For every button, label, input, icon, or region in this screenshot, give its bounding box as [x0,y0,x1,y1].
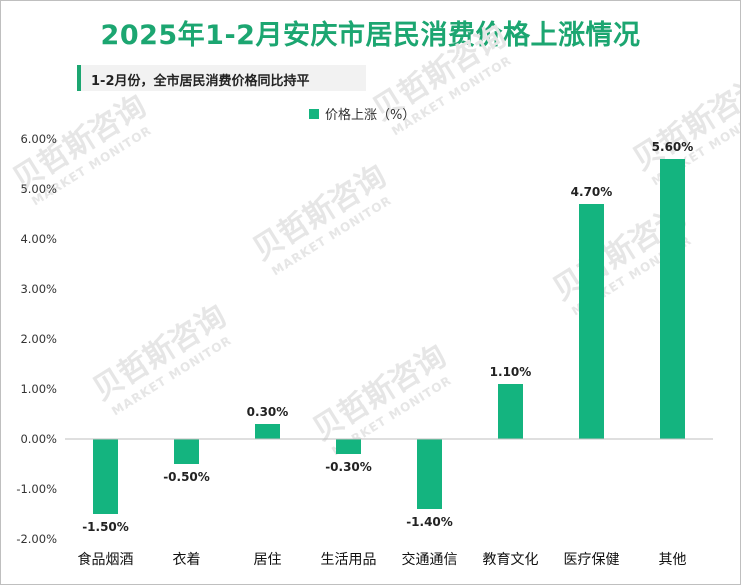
y-tick-label: 0.00% [20,432,57,446]
y-tick-label: -1.00% [16,482,57,496]
bar [255,424,280,439]
bars: -1.50% -0.50% 0.30% -0.30% -1.40% 1.10% 4.70% 5… [82,140,693,534]
bar [417,439,442,509]
bar [336,439,361,454]
x-tick-label: 居住 [254,552,282,568]
y-tick-label: 5.00% [20,182,57,196]
bar [498,384,523,439]
x-tick-label: 教育文化 [483,552,539,568]
bar [660,159,685,439]
legend: 价格上涨（%） [309,107,415,123]
x-tick-label: 医疗保健 [564,552,620,568]
chart-title: 2025年1-2月安庆市居民消费价格上涨情况 [100,20,641,51]
bar [174,439,199,464]
x-axis: 食品烟酒 衣着 居住 生活用品 交通通信 教育文化 医疗保健 其他 [65,438,713,568]
subtitle-box: 1-2月份，全市居民消费价格同比持平 [77,65,366,91]
x-tick-label: 食品烟酒 [78,551,134,568]
y-axis: 6.00% 5.00% 4.00% 3.00% 2.00% 1.00% 0.00% -1.00… [16,132,57,546]
y-tick-label: 3.00% [20,282,57,296]
data-label: 4.70% [571,185,613,199]
data-label: -1.40% [406,515,453,529]
chart-subtitle: 1-2月份，全市居民消费价格同比持平 [91,74,310,89]
data-label: 1.10% [490,365,532,379]
x-tick-label: 衣着 [173,552,201,568]
data-label: 0.30% [247,405,289,419]
y-tick-label: 1.00% [20,382,57,396]
legend-label: 价格上涨（%） [325,107,415,123]
x-tick-label: 其他 [659,552,687,568]
y-tick-label: 2.00% [20,332,57,346]
bar [93,439,118,514]
data-label: -0.50% [163,470,210,484]
data-label: -1.50% [82,520,129,534]
x-tick-label: 生活用品 [321,552,377,568]
y-tick-label: -2.00% [16,532,57,546]
y-tick-label: 6.00% [20,132,57,146]
bar [579,204,604,439]
data-label: -0.30% [325,460,372,474]
y-tick-label: 4.00% [20,232,57,246]
legend-swatch [309,109,319,119]
data-label: 5.60% [652,140,694,154]
x-tick-label: 交通通信 [402,551,458,568]
